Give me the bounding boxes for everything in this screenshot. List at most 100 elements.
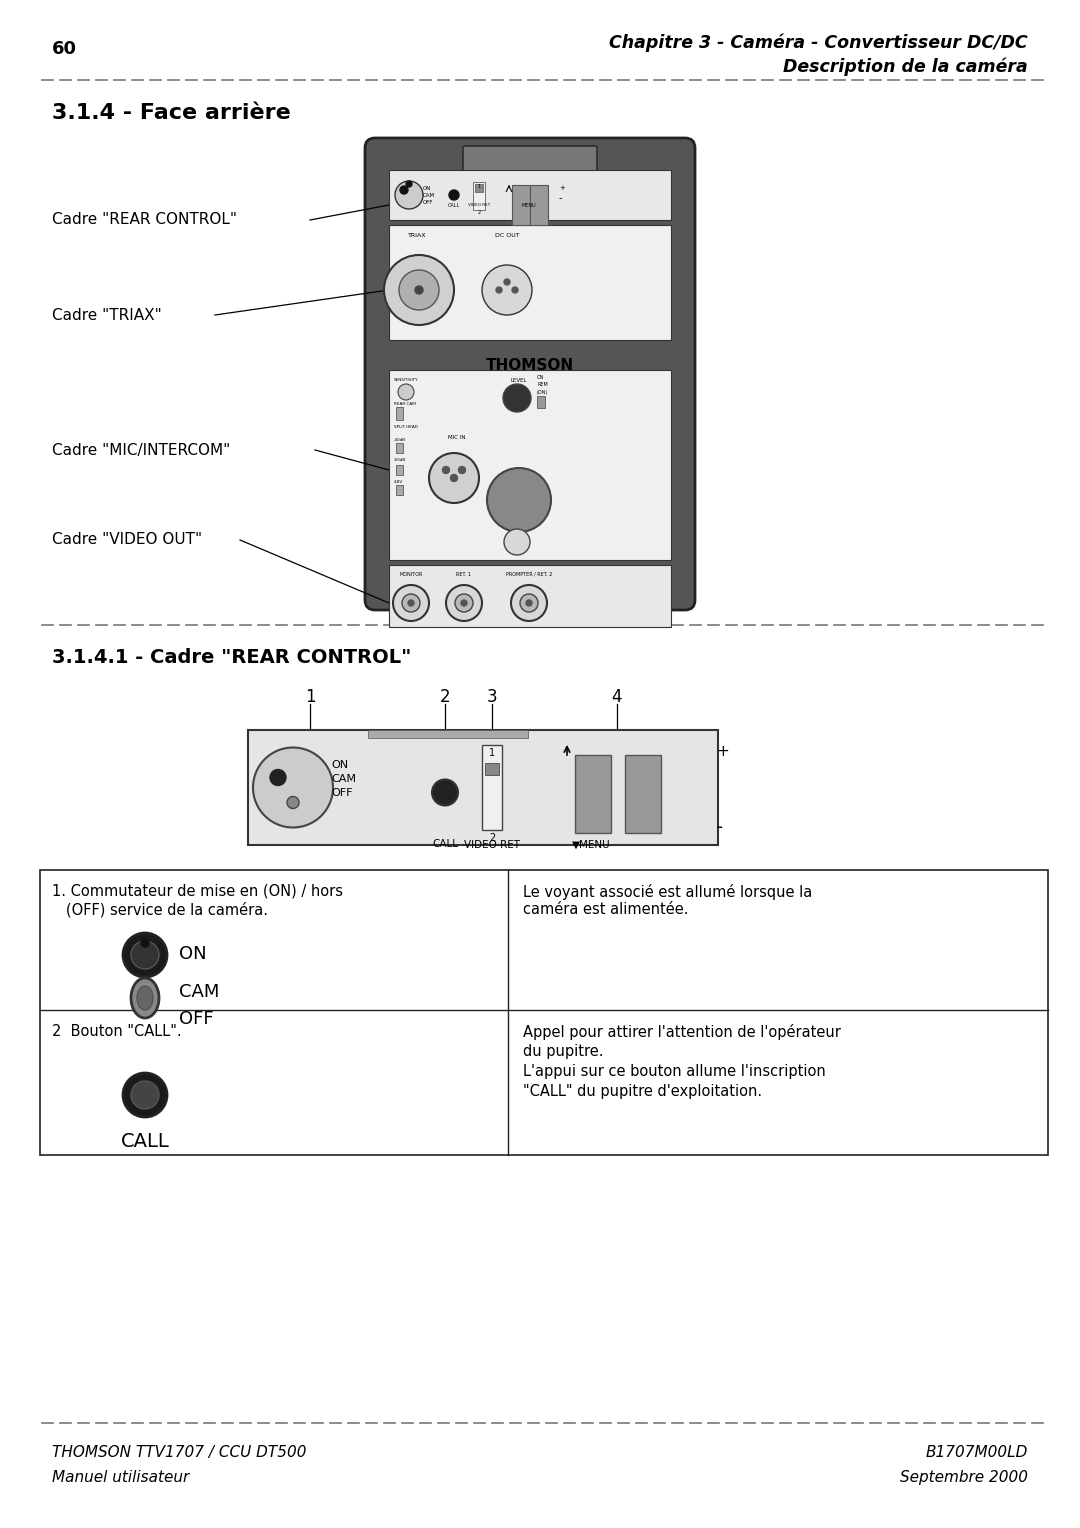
Bar [396, 465, 403, 475]
Bar [389, 565, 671, 626]
Circle shape [393, 585, 429, 620]
Text: +: + [716, 744, 729, 759]
Bar [396, 406, 403, 420]
Circle shape [123, 1073, 167, 1117]
Text: CAM: CAM [423, 193, 435, 199]
Bar [575, 755, 611, 833]
Circle shape [402, 594, 420, 613]
Text: 2: 2 [489, 833, 495, 843]
Circle shape [141, 940, 149, 947]
Text: 2: 2 [477, 209, 481, 215]
Circle shape [526, 601, 532, 607]
Text: VIDEO RET: VIDEO RET [468, 203, 490, 206]
Circle shape [504, 529, 530, 555]
FancyBboxPatch shape [463, 147, 597, 173]
Bar [537, 396, 545, 408]
Text: 4: 4 [611, 688, 622, 706]
Text: Description de la caméra: Description de la caméra [783, 58, 1028, 76]
Bar [396, 443, 403, 452]
Text: -: - [559, 193, 563, 203]
Text: -: - [716, 817, 724, 836]
Circle shape [270, 770, 286, 785]
Text: THOMSON TTV1707 / CCU DT500: THOMSON TTV1707 / CCU DT500 [52, 1445, 307, 1459]
Bar [485, 762, 499, 775]
Bar [40, 869, 1048, 1155]
FancyBboxPatch shape [483, 584, 577, 607]
Bar [625, 755, 661, 833]
Circle shape [450, 475, 458, 481]
Circle shape [482, 264, 532, 315]
Text: ON: ON [179, 944, 206, 963]
Bar [473, 182, 485, 209]
Bar [389, 370, 671, 559]
Circle shape [415, 286, 423, 293]
Text: ON: ON [537, 374, 544, 380]
Circle shape [395, 180, 423, 209]
Text: 3.1.4.1 - Cadre "REAR CONTROL": 3.1.4.1 - Cadre "REAR CONTROL" [52, 648, 411, 668]
Text: MENU: MENU [522, 203, 537, 208]
Text: 1. Commutateur de mise en (ON) / hors: 1. Commutateur de mise en (ON) / hors [52, 885, 343, 898]
Text: LEVEL: LEVEL [511, 377, 527, 384]
Circle shape [406, 180, 411, 186]
Text: MIC IN: MIC IN [448, 435, 465, 440]
Text: CAM: CAM [330, 775, 356, 784]
Text: caméra est alimentée.: caméra est alimentée. [523, 902, 689, 917]
Bar [482, 746, 502, 830]
Text: THOMSON: THOMSON [486, 358, 575, 373]
Text: REAR CAM: REAR CAM [394, 402, 416, 406]
Text: ON: ON [423, 186, 431, 191]
Text: "CALL" du pupitre d'exploitation.: "CALL" du pupitre d'exploitation. [523, 1083, 762, 1099]
Text: ▼MENU: ▼MENU [572, 840, 610, 850]
Text: OFF: OFF [330, 788, 352, 798]
Circle shape [131, 1080, 159, 1109]
Text: 4.8V: 4.8V [394, 480, 403, 484]
Text: REM: REM [537, 382, 548, 387]
Circle shape [461, 601, 467, 607]
Circle shape [455, 594, 473, 613]
Bar [530, 185, 548, 225]
Text: 3: 3 [487, 688, 497, 706]
Bar [475, 183, 483, 193]
Text: Appel pour attirer l'attention de l'opérateur: Appel pour attirer l'attention de l'opér… [523, 1024, 841, 1041]
Circle shape [400, 186, 408, 194]
Circle shape [449, 189, 459, 200]
Circle shape [253, 747, 333, 828]
FancyBboxPatch shape [365, 138, 696, 610]
Text: PROMPTER / RET. 2: PROMPTER / RET. 2 [505, 571, 552, 578]
Text: VIDEO RET: VIDEO RET [464, 840, 519, 850]
Text: B1707M00LD: B1707M00LD [926, 1445, 1028, 1459]
Text: Cadre "VIDEO OUT": Cadre "VIDEO OUT" [52, 532, 202, 547]
Text: (ON): (ON) [537, 390, 549, 396]
Text: Cadre "MIC/INTERCOM": Cadre "MIC/INTERCOM" [52, 443, 230, 457]
Text: CALL: CALL [121, 1132, 170, 1151]
Text: +: + [559, 185, 565, 191]
Circle shape [503, 384, 531, 413]
Text: Manuel utilisateur: Manuel utilisateur [52, 1470, 189, 1485]
Circle shape [429, 452, 480, 503]
Text: 1: 1 [477, 183, 481, 189]
Text: Septembre 2000: Septembre 2000 [900, 1470, 1028, 1485]
Circle shape [511, 585, 546, 620]
Circle shape [459, 466, 465, 474]
Ellipse shape [137, 986, 153, 1010]
Text: 1: 1 [305, 688, 315, 706]
Text: 2: 2 [440, 688, 450, 706]
Circle shape [512, 287, 518, 293]
Text: OFF: OFF [179, 1010, 214, 1028]
Circle shape [399, 270, 438, 310]
Circle shape [432, 779, 458, 805]
Bar [396, 484, 403, 495]
Bar [368, 730, 528, 738]
Text: MONITOR: MONITOR [400, 571, 422, 578]
Circle shape [287, 796, 299, 808]
Text: TRIAX: TRIAX [408, 232, 427, 238]
Text: 1: 1 [489, 749, 495, 758]
Circle shape [446, 585, 482, 620]
Text: 3.1.4 - Face arrière: 3.1.4 - Face arrière [52, 102, 291, 122]
Text: DC OUT: DC OUT [495, 232, 519, 238]
Circle shape [399, 384, 414, 400]
Circle shape [408, 601, 414, 607]
Text: L'appui sur ce bouton allume l'inscription: L'appui sur ce bouton allume l'inscripti… [523, 1063, 826, 1079]
Circle shape [487, 468, 551, 532]
Text: Le voyant associé est allumé lorsque la: Le voyant associé est allumé lorsque la [523, 885, 812, 900]
